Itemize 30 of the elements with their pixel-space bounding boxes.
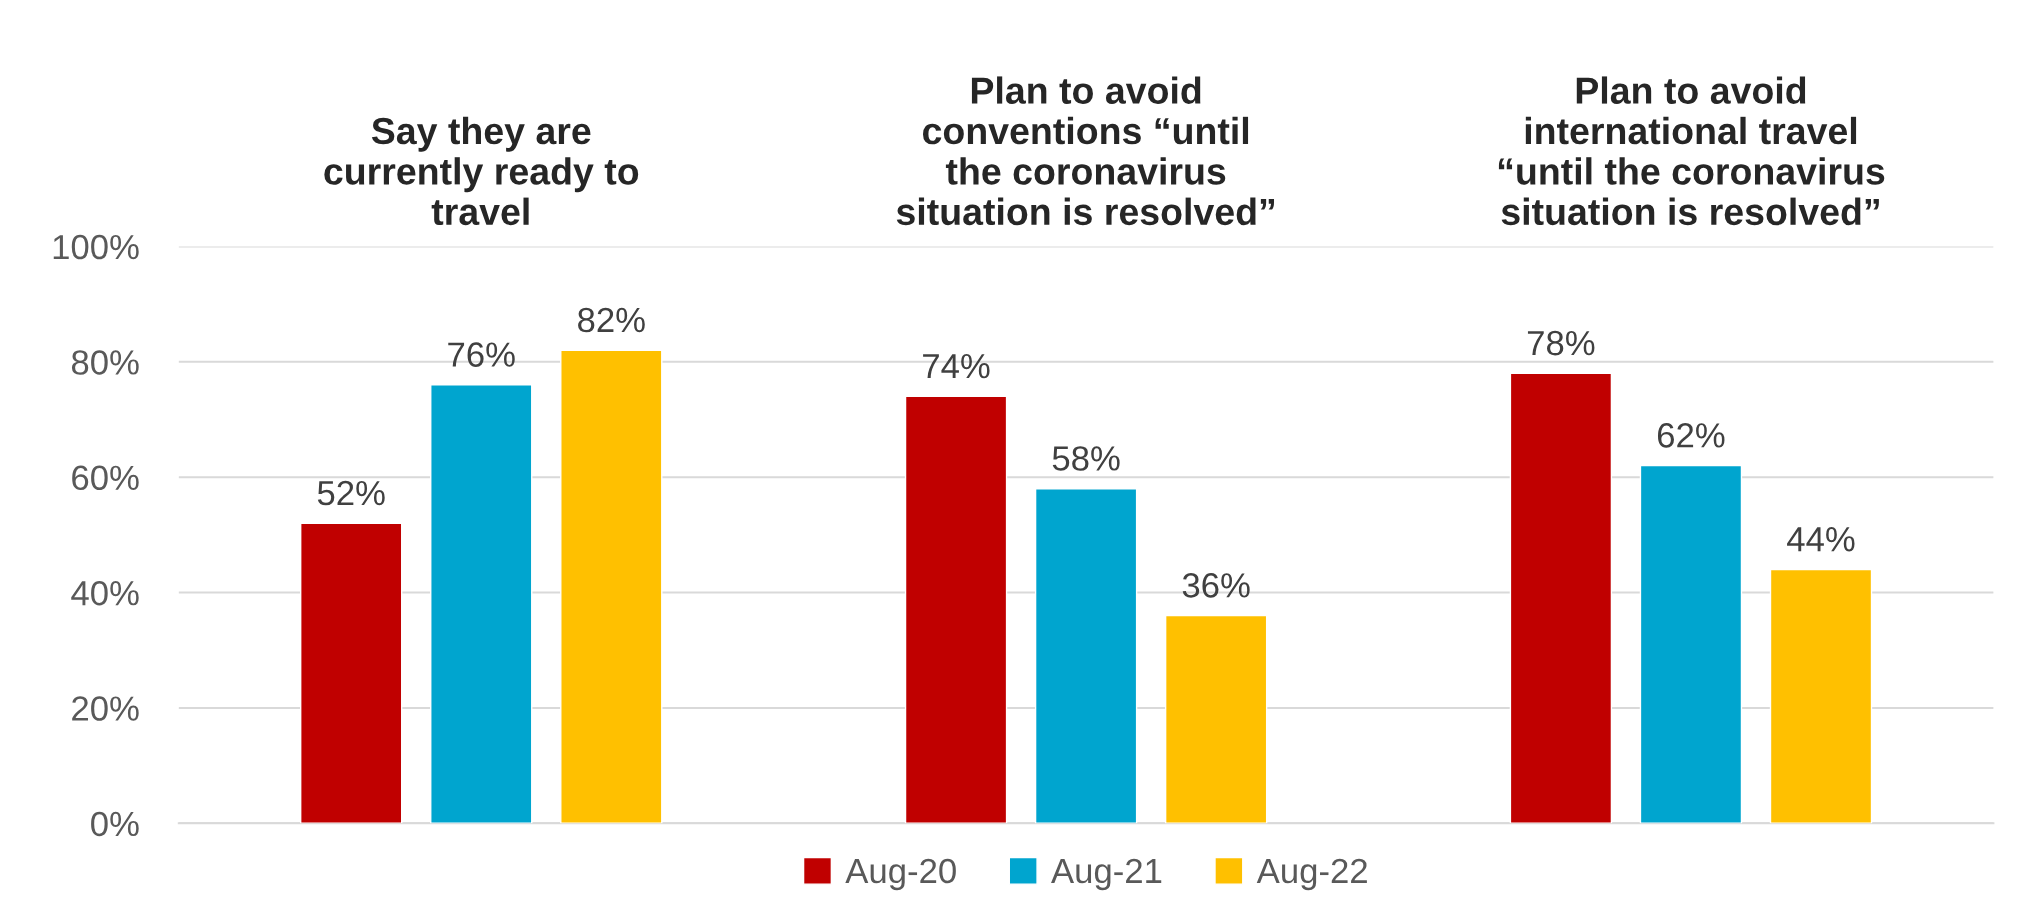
text: 36% <box>1182 573 1250 598</box>
legend-label: Aug-20 <box>845 858 956 891</box>
x-tick-label: Plan to avoid international travel “until the coronavirus situation is resolved” <box>1498 76 1885 226</box>
y-tick-label: 100% <box>53 234 139 260</box>
bar <box>430 384 533 824</box>
y-tick-label: 40% <box>71 580 139 606</box>
y-tick-label: 80% <box>71 350 139 375</box>
x-tick-label: Plan to avoid conventions “until the coronavirus situation is resolved” <box>896 76 1275 226</box>
bar <box>904 395 1008 824</box>
y-tick-label: 20% <box>72 696 139 721</box>
bar <box>1769 568 1873 824</box>
bar <box>300 522 403 824</box>
text: 78% <box>1527 330 1595 356</box>
legend-label: Aug-22 <box>1256 858 1367 891</box>
text: 44% <box>1787 527 1855 552</box>
bar <box>560 349 663 824</box>
text: 52% <box>317 480 385 506</box>
text: 74% <box>923 354 990 379</box>
bar <box>1034 488 1138 824</box>
y-tick-label: 0% <box>91 811 139 837</box>
text: 62% <box>1657 423 1725 448</box>
text: 76% <box>448 342 515 367</box>
text: 58% <box>1052 446 1120 471</box>
bar <box>1164 614 1268 824</box>
text: 82% <box>578 307 645 333</box>
bar <box>1509 372 1613 824</box>
y-tick-label: 60% <box>72 465 139 491</box>
legend-label: Aug-21 <box>1051 858 1162 891</box>
x-tick-label: Say they are currently ready to travel <box>324 116 639 226</box>
bar <box>1639 464 1743 824</box>
